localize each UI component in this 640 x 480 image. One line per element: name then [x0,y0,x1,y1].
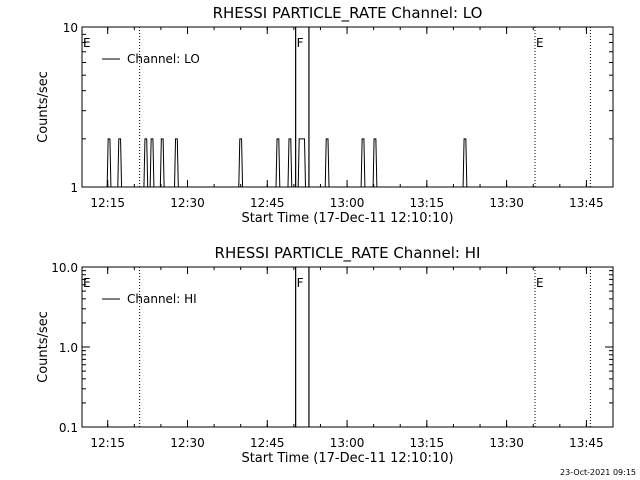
legend-entry: Channel: LO [127,52,200,66]
marker-label: E [83,36,91,50]
chart-panel-2: RHESSI PARTICLE_RATE Channel: HI Start Ti… [36,244,614,466]
data-spike [159,138,165,188]
y-tick-label: 10 [63,21,78,35]
x-tick-label: 13:30 [489,196,524,210]
data-spike [462,138,468,188]
marker-label: F [297,276,304,290]
x-tick-label: 12:30 [170,196,205,210]
x-tick-label: 13:15 [410,436,445,450]
x-axis-label: Start Time (17-Dec-11 12:10:10) [241,211,453,226]
chart-panel-1: RHESSI PARTICLE_RATE Channel: LO Start Ti… [36,4,614,226]
data-spike [174,138,179,188]
x-tick-label: 12:15 [90,196,125,210]
chart-title: RHESSI PARTICLE_RATE Channel: LO [213,4,483,23]
y-tick-label: 1 [70,181,78,195]
x-tick-label: 13:00 [330,436,365,450]
data-spike [149,138,155,188]
data-spike [143,138,149,188]
x-tick-label: 13:30 [489,436,524,450]
x-tick-label: 12:30 [170,436,205,450]
y-tick-label: 1.0 [59,341,78,355]
x-tick-label: 12:45 [250,196,285,210]
y-axis-label: Counts/sec [36,311,51,383]
chart-title: RHESSI PARTICLE_RATE Channel: HI [215,244,481,263]
data-spike [324,138,330,188]
marker-label: F [297,36,304,50]
y-tick-label: 0.1 [59,421,78,435]
y-tick-label: 10.0 [51,261,78,275]
legend-entry: Channel: HI [127,292,197,306]
plot-frame [81,26,614,188]
x-tick-label: 13:00 [330,196,365,210]
y-axis-label: Counts/sec [36,71,51,143]
x-tick-label: 12:15 [90,436,125,450]
x-tick-label: 13:15 [410,196,445,210]
data-spike [106,138,112,188]
marker-label: E [83,276,91,290]
data-spike [287,138,293,188]
data-spike [297,138,307,188]
marker-label: E [536,36,544,50]
plot-frame [81,266,614,428]
x-tick-label: 12:45 [250,436,285,450]
data-spike [372,138,378,188]
data-spike [360,138,366,188]
marker-label: E [536,276,544,290]
timestamp: 23-Oct-2021 09:15 [560,468,636,477]
x-axis-label: Start Time (17-Dec-11 12:10:10) [241,451,453,466]
x-tick-label: 13:45 [569,196,604,210]
x-tick-label: 13:45 [569,436,604,450]
data-spike [238,138,244,188]
data-spike [275,138,281,188]
data-spike [117,138,123,188]
